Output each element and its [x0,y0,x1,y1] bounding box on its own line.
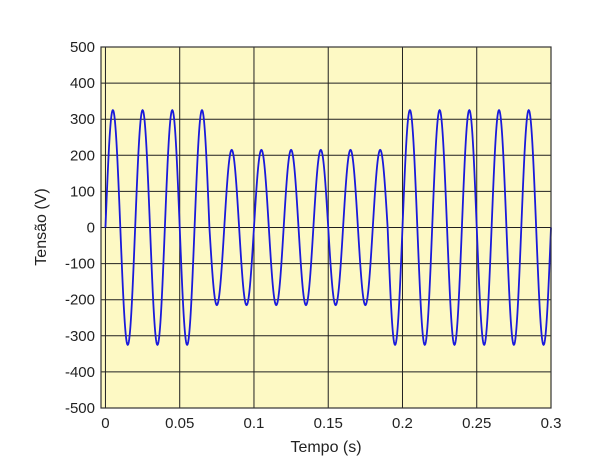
y-tick-labels: 500 400 300 200 100 0 -100 -200 -300 -400 -500 [65,39,95,417]
voltage-series-line [104,109,552,346]
x-tick-label: 0.2 [392,415,413,432]
plot-frame [100,46,552,409]
y-tick-label: -500 [65,400,95,417]
y-tick-label: 0 [87,220,95,237]
y-tick-label: -200 [65,292,95,309]
y-axis-label: Tensão (V) [33,188,50,265]
x-tick-labels: 0 0.05 0.1 0.15 0.2 0.25 0.3 [101,415,561,432]
y-tick-label: -400 [65,364,95,381]
x-tick-label: 0.05 [165,415,194,432]
y-tick-label: 100 [70,183,95,200]
x-axis-label: Tempo (s) [290,439,361,456]
x-tick-label: 0.1 [244,415,265,432]
x-tick-label: 0.25 [462,415,491,432]
y-tick-label: 200 [70,147,95,164]
y-tick-label: 400 [70,75,95,92]
x-tick-label: 0.3 [541,415,562,432]
y-tick-label: 500 [70,39,95,56]
x-tick-label: 0 [101,415,109,432]
y-tick-label: 300 [70,111,95,128]
y-tick-label: -100 [65,256,95,273]
y-tick-label: -300 [65,328,95,345]
series-group [104,109,552,346]
x-tick-label: 0.15 [314,415,343,432]
